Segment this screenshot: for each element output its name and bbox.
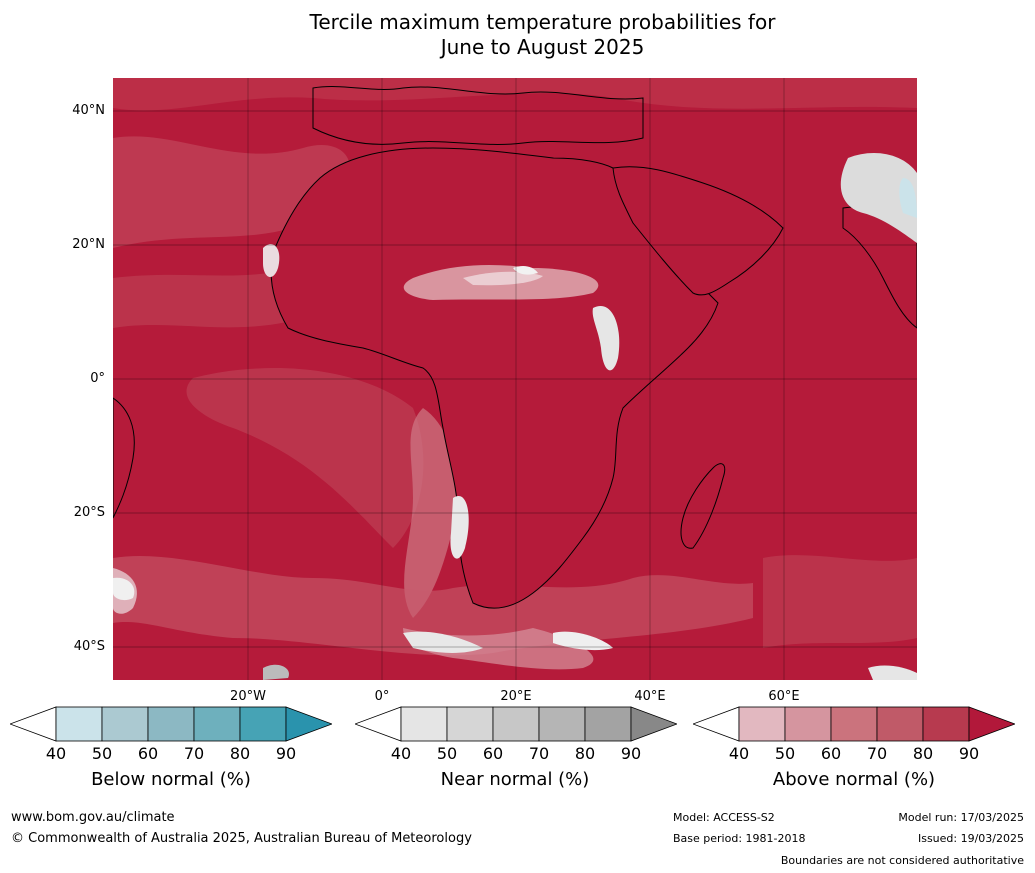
colorbar-segment — [922, 706, 970, 742]
colorbar-segment — [538, 706, 586, 742]
base-period-text: Base period: 1981-2018 — [673, 832, 806, 845]
model-text: Model: ACCESS-S2 — [673, 811, 775, 824]
colorbar-tick-label: 90 — [620, 744, 642, 763]
near-normal-patches — [113, 153, 917, 680]
colorbar-segment — [147, 706, 195, 742]
colorbar-tick-label: 40 — [45, 744, 67, 763]
colorbar-segment — [492, 706, 540, 742]
map-canvas — [113, 78, 917, 680]
chart-title: Tercile maximum temperature probabilitie… — [0, 10, 1035, 60]
colorbar-segment — [239, 706, 287, 742]
lat-label-40s: 40°S — [73, 639, 105, 654]
colorbar-segment — [101, 706, 149, 742]
below-normal-title: Below normal (%) — [91, 769, 251, 790]
lon-label-20w: 20°W — [230, 689, 266, 704]
above-normal-colorbar — [693, 706, 1015, 742]
colorbar-tick-label: 80 — [912, 744, 934, 763]
copyright-text: © Commonwealth of Australia 2025, Austra… — [11, 831, 472, 846]
madagascar-outline — [680, 463, 726, 549]
colorbar-tick-label: 60 — [137, 744, 159, 763]
colorbar-segment — [584, 706, 632, 742]
colorbar-tick-label: 70 — [528, 744, 550, 763]
probability-shading — [113, 78, 917, 670]
colorbar-tick-label: 50 — [91, 744, 113, 763]
arabia-outline — [612, 166, 784, 296]
lon-label-60e: 60°E — [768, 689, 800, 704]
lat-label-40n: 40°N — [72, 103, 105, 118]
colorbar-tick-label: 70 — [866, 744, 888, 763]
colorbar-segment — [738, 706, 786, 742]
colorbar-segment — [400, 706, 448, 742]
map-panel[interactable] — [113, 78, 917, 680]
colorbar-extend-low — [355, 706, 402, 742]
title-line-1: Tercile maximum temperature probabilitie… — [309, 10, 776, 34]
colorbar-segment — [446, 706, 494, 742]
near-normal-colorbar — [355, 706, 677, 742]
lat-label-20s: 20°S — [73, 505, 105, 520]
colorbar-segment — [193, 706, 241, 742]
colorbar-tick-label: 90 — [275, 744, 297, 763]
title-line-2: June to August 2025 — [440, 35, 645, 59]
lon-label-20e: 20°E — [500, 689, 532, 704]
colorbar-tick-label: 70 — [183, 744, 205, 763]
colorbar-tick-label: 50 — [774, 744, 796, 763]
above-normal-title: Above normal (%) — [772, 769, 936, 790]
lat-label-20n: 20°N — [72, 237, 105, 252]
website-link[interactable]: www.bom.gov.au/climate — [11, 810, 175, 825]
colorbar-segment — [55, 706, 103, 742]
graticule — [113, 78, 917, 680]
colorbar-extend-low — [693, 706, 740, 742]
colorbar-segment — [876, 706, 924, 742]
model-run-text: Model run: 17/03/2025 — [898, 811, 1024, 824]
colorbar-extend-high — [285, 706, 332, 742]
colorbar-extend-low — [10, 706, 57, 742]
colorbar-tick-label: 40 — [390, 744, 412, 763]
colorbar-extend-high — [968, 706, 1015, 742]
lat-label-0: 0° — [90, 371, 105, 386]
colorbar-segment — [784, 706, 832, 742]
colorbar-tick-label: 60 — [482, 744, 504, 763]
colorbar-extend-high — [630, 706, 677, 742]
colorbar-tick-label: 80 — [229, 744, 251, 763]
colorbar-tick-label: 90 — [958, 744, 980, 763]
lon-label-40e: 40°E — [634, 689, 666, 704]
colorbar-tick-label: 40 — [728, 744, 750, 763]
disclaimer-text: Boundaries are not considered authoritat… — [780, 854, 1024, 867]
near-normal-title: Near normal (%) — [440, 769, 590, 790]
colorbar-tick-label: 60 — [820, 744, 842, 763]
issued-text: Issued: 19/03/2025 — [917, 832, 1024, 845]
africa-outline — [270, 147, 719, 609]
land-masses — [113, 86, 917, 609]
south-america-outline — [113, 397, 135, 519]
colorbar-segment — [830, 706, 878, 742]
lon-label-0: 0° — [374, 689, 390, 704]
europe-outline — [312, 86, 644, 145]
below-normal-colorbar — [10, 706, 332, 742]
colorbar-tick-label: 80 — [574, 744, 596, 763]
colorbar-tick-label: 50 — [436, 744, 458, 763]
